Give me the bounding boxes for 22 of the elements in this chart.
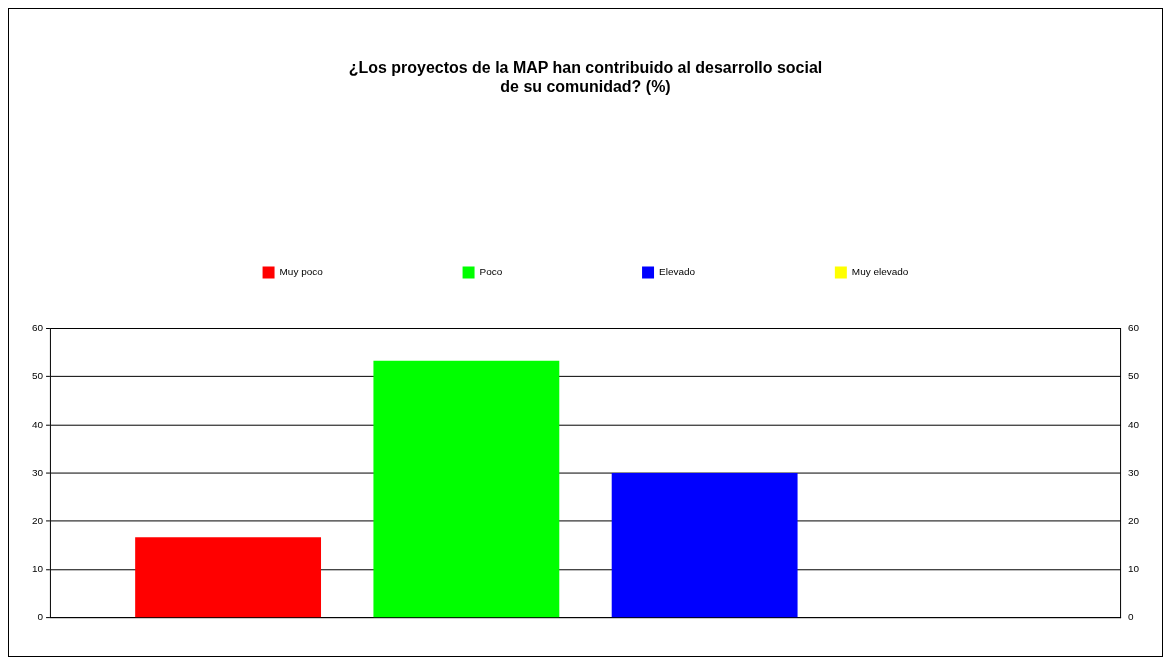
- y2-tick-label: 0: [1127, 611, 1134, 623]
- y2-tick-label: 50: [1127, 370, 1140, 382]
- legend-label: Muy elevado: [851, 266, 909, 278]
- y-tick-label: 10: [31, 563, 44, 575]
- legend-label: Poco: [479, 266, 503, 278]
- y2-tick-label: 60: [1127, 322, 1140, 334]
- legend-label: Muy poco: [279, 266, 324, 278]
- y-tick-label: 30: [31, 466, 44, 478]
- bar: [611, 473, 798, 618]
- y-tick-label: 20: [31, 515, 44, 527]
- legend-label: Elevado: [659, 266, 696, 278]
- y2-tick-label: 40: [1127, 418, 1140, 430]
- y-tick-label: 40: [31, 418, 44, 430]
- y2-tick-label: 30: [1127, 466, 1140, 478]
- chart-title: ¿Los proyectos de la MAP han contribuido al desarrollo social de su comunidad? (%): [348, 58, 823, 95]
- bar: [373, 360, 560, 618]
- y2-tick-label: 10: [1127, 563, 1140, 575]
- y2-tick-label: 20: [1127, 515, 1140, 527]
- y-tick-label: 50: [31, 370, 44, 382]
- y-tick-label: 60: [31, 322, 44, 334]
- bar: [135, 537, 322, 618]
- y-tick-label: 0: [37, 611, 44, 623]
